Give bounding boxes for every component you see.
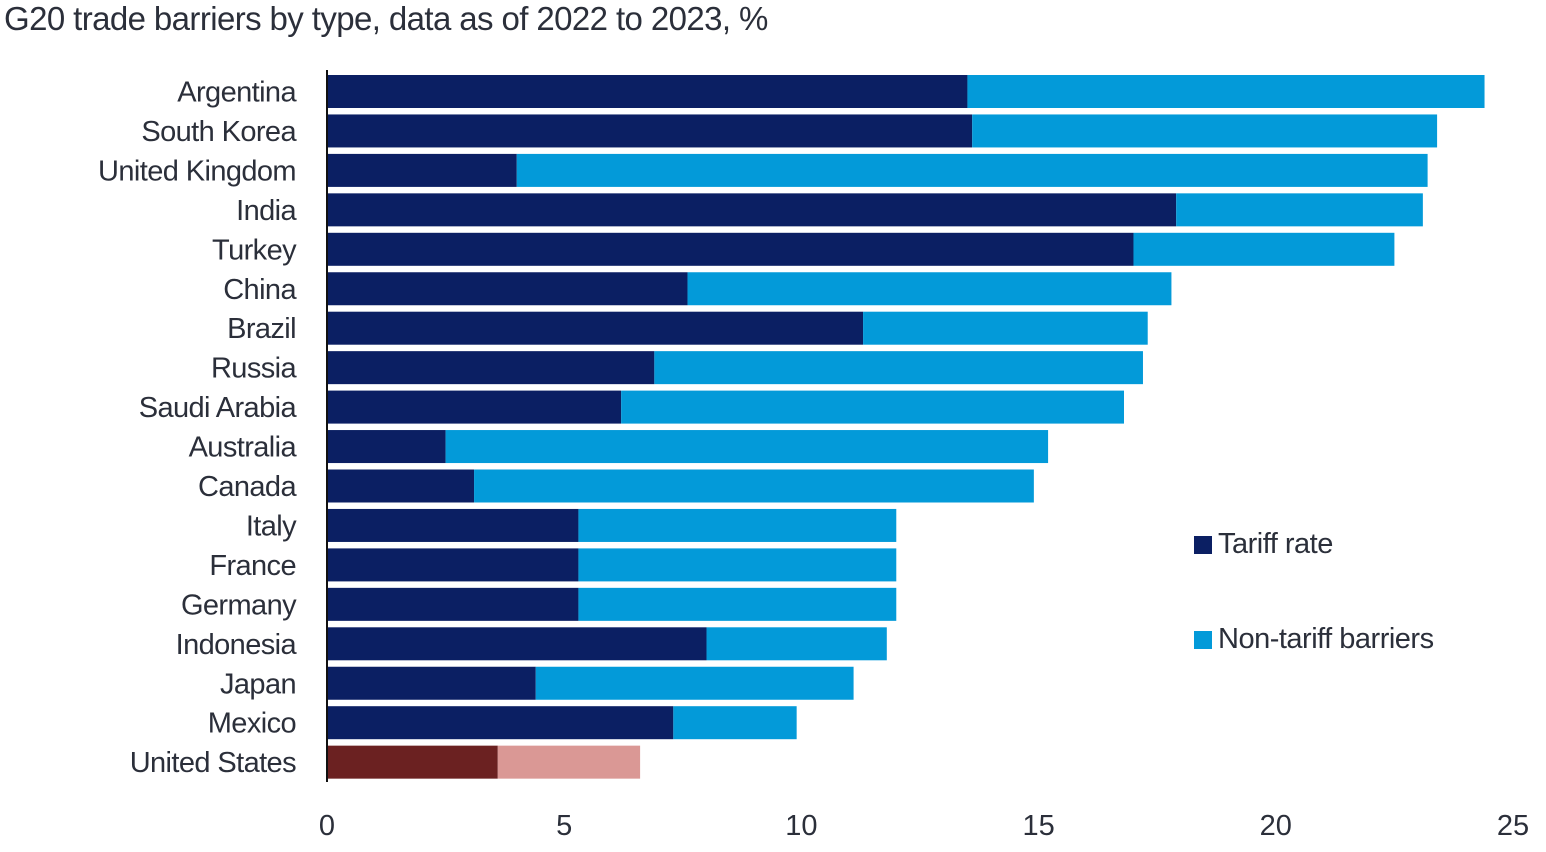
- bar-tariff-germany: [327, 587, 579, 621]
- x-tick-label-15: 15: [1022, 810, 1054, 842]
- category-label-russia: Russia: [211, 353, 298, 385]
- bar-tariff-france: [327, 548, 579, 582]
- bar-tariff-united-states: [327, 745, 498, 779]
- legend-label-non-tariff: Non-tariff barriers: [1218, 623, 1434, 655]
- bar-non-tariff-united-states: [497, 745, 641, 779]
- bar-tariff-canada: [327, 469, 475, 503]
- category-label-indonesia: Indonesia: [176, 629, 298, 661]
- legend-label-tariff: Tariff rate: [1218, 528, 1333, 560]
- legend-swatch-tariff: [1194, 535, 1212, 554]
- legend-item-non-tariff: Non-tariff barriers: [1194, 623, 1434, 656]
- bar-non-tariff-argentina: [967, 75, 1485, 108]
- bar-non-tariff-brazil: [863, 311, 1148, 345]
- category-label-italy: Italy: [246, 510, 297, 542]
- bar-tariff-russia: [327, 351, 655, 385]
- bar-non-tariff-indonesia: [706, 627, 887, 661]
- x-tick-label-20: 20: [1260, 810, 1292, 842]
- bar-non-tariff-saudi-arabia: [621, 390, 1124, 424]
- category-label-turkey: Turkey: [212, 234, 297, 266]
- category-label-mexico: Mexico: [208, 708, 296, 740]
- x-axis-ticks: 0 5 10 15 20 25: [319, 810, 1529, 842]
- x-tick-label-25: 25: [1497, 810, 1529, 842]
- x-tick-label-0: 0: [319, 810, 335, 842]
- legend-swatch-non-tariff: [1194, 630, 1212, 649]
- bar-tariff-italy: [327, 508, 579, 542]
- bar-tariff-south-korea: [327, 114, 973, 148]
- category-label-brazil: Brazil: [227, 313, 296, 345]
- bar-non-tariff-italy: [578, 508, 897, 542]
- bar-non-tariff-germany: [578, 587, 897, 621]
- bar-tariff-saudi-arabia: [327, 390, 622, 424]
- category-label-australia: Australia: [189, 432, 298, 464]
- category-label-united-states: United States: [130, 747, 296, 779]
- bar-tariff-mexico: [327, 706, 674, 740]
- category-label-canada: Canada: [198, 471, 297, 503]
- bar-tariff-japan: [327, 666, 536, 700]
- bar-tariff-china: [327, 272, 688, 306]
- bar-tariff-brazil: [327, 311, 864, 345]
- bar-tariff-turkey: [327, 232, 1134, 266]
- bar-non-tariff-mexico: [673, 706, 797, 740]
- bar-tariff-indonesia: [327, 627, 707, 661]
- category-label-south-korea: South Korea: [141, 116, 297, 148]
- bar-non-tariff-canada: [474, 469, 1034, 503]
- x-tick-label-5: 5: [556, 810, 572, 842]
- bar-non-tariff-russia: [654, 351, 1143, 385]
- bar-tariff-india: [327, 193, 1177, 227]
- bar-non-tariff-france: [578, 548, 897, 582]
- bar-non-tariff-japan: [535, 666, 854, 700]
- category-label-united-kingdom: United Kingdom: [98, 155, 296, 187]
- bar-non-tariff-turkey: [1133, 232, 1395, 266]
- bar-tariff-argentina: [327, 75, 968, 108]
- x-tick-label-10: 10: [785, 810, 817, 842]
- category-label-india: India: [236, 195, 297, 227]
- bar-non-tariff-india: [1176, 193, 1423, 227]
- bar-non-tariff-china: [687, 272, 1172, 306]
- legend-item-tariff: Tariff rate: [1194, 528, 1333, 561]
- bar-non-tariff-united-kingdom: [516, 153, 1428, 187]
- category-label-saudi-arabia: Saudi Arabia: [139, 392, 298, 424]
- category-labels: Argentina South Korea United Kingdom India T…: [98, 77, 298, 780]
- bars-group: [327, 75, 1485, 779]
- category-label-argentina: Argentina: [177, 77, 297, 109]
- bar-non-tariff-australia: [445, 430, 1049, 464]
- bar-tariff-united-kingdom: [327, 153, 517, 187]
- chart-title: G20 trade barriers by type, data as of 2…: [4, 0, 768, 37]
- category-label-france: France: [209, 550, 296, 582]
- category-label-germany: Germany: [181, 589, 297, 621]
- category-label-china: China: [223, 274, 297, 306]
- category-label-japan: Japan: [220, 668, 296, 700]
- bar-non-tariff-south-korea: [972, 114, 1438, 148]
- bar-tariff-australia: [327, 430, 446, 464]
